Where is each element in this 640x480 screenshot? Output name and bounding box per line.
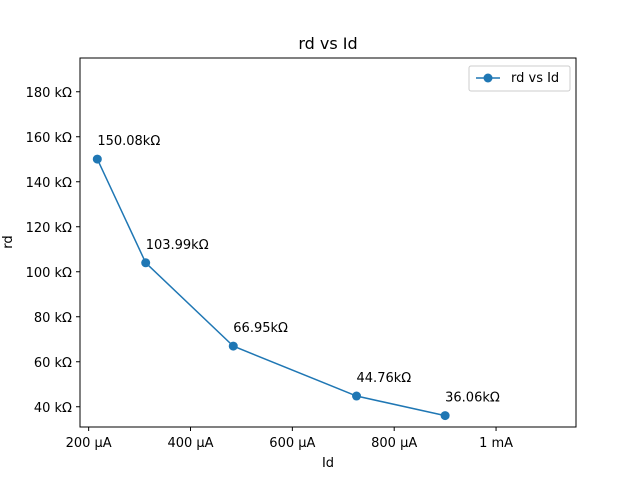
- data-label: 36.06kΩ: [445, 391, 500, 406]
- x-tick-label: 800 µA: [371, 436, 417, 451]
- x-tick-label: 600 µA: [269, 436, 315, 451]
- y-tick-label: 100 kΩ: [26, 266, 72, 281]
- y-tick-label: 120 kΩ: [26, 221, 72, 236]
- data-point: [352, 391, 362, 401]
- legend-box: [468, 65, 571, 92]
- y-axis: 40 kΩ 60 kΩ 80 kΩ 100 kΩ 120 kΩ 140 kΩ 160 kΩ 1…: [26, 86, 80, 416]
- y-tick-label: 80 kΩ: [34, 311, 72, 326]
- y-axis-label: rd: [1, 235, 16, 248]
- data-point: [228, 341, 238, 351]
- data-point: [440, 411, 450, 421]
- data-label: 150.08kΩ: [97, 134, 160, 149]
- x-tick-label: 400 µA: [167, 436, 213, 451]
- data-point: [92, 154, 102, 164]
- legend-label: rd vs Id: [511, 71, 559, 86]
- data-label: 44.76kΩ: [357, 371, 412, 386]
- y-tick-label: 180 kΩ: [26, 86, 72, 101]
- x-tick-label: 200 µA: [66, 436, 112, 451]
- legend: rd vs Id: [468, 65, 571, 92]
- series-rd-vs-id: 150.08kΩ 103.99kΩ 66.95kΩ 44.76kΩ 36.06kΩ: [92, 134, 500, 421]
- x-axis-label: Id: [322, 456, 334, 471]
- data-point: [141, 258, 151, 268]
- chart-title: rd vs Id: [298, 34, 357, 53]
- y-tick-label: 140 kΩ: [26, 176, 72, 191]
- y-tick-label: 60 kΩ: [34, 356, 72, 371]
- x-axis: 200 µA 400 µA 600 µA 800 µA 1 mA: [66, 427, 513, 451]
- legend-marker-swatch: [483, 73, 493, 83]
- y-tick-label: 160 kΩ: [26, 131, 72, 146]
- data-label: 103.99kΩ: [146, 238, 209, 253]
- data-label: 66.95kΩ: [233, 321, 288, 336]
- x-tick-label: 1 mA: [479, 436, 513, 451]
- plot-frame: [79, 57, 577, 428]
- y-tick-label: 40 kΩ: [34, 401, 72, 416]
